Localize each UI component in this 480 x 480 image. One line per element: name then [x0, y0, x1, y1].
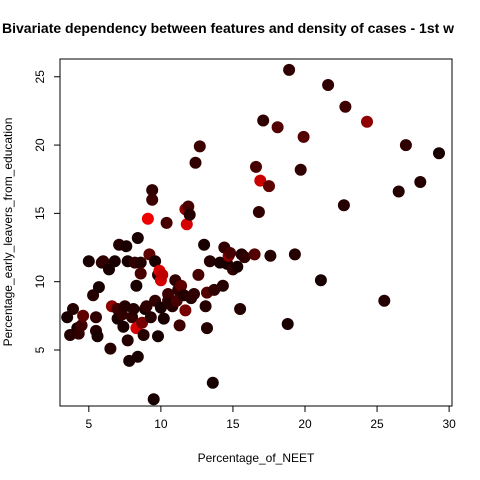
plot-frame	[59, 58, 453, 407]
data-point	[216, 279, 229, 292]
data-point	[144, 311, 157, 324]
y-tick-label: 5	[33, 346, 47, 353]
data-point	[271, 121, 284, 134]
data-point	[90, 311, 102, 324]
data-point	[203, 255, 216, 268]
y-tick-label: 20	[33, 138, 47, 152]
x-axis-label: Percentage_of_NEET	[198, 451, 315, 465]
x-tick-label: 5	[85, 417, 92, 431]
x-axis: 5 10 15 20 25 30	[85, 405, 456, 431]
data-point	[131, 350, 144, 363]
data-point	[152, 330, 164, 343]
chart-title: Bivariate dependency between features an…	[2, 20, 455, 36]
data-point	[149, 255, 162, 268]
data-point	[314, 274, 327, 287]
data-point	[201, 322, 213, 335]
data-point	[157, 312, 170, 325]
data-point	[238, 251, 251, 264]
data-point	[137, 329, 150, 341]
data-point	[117, 320, 130, 333]
data-point	[108, 255, 121, 268]
data-point	[263, 180, 275, 193]
data-point	[127, 303, 140, 315]
data-point	[134, 256, 147, 269]
data-point	[339, 100, 352, 113]
data-point	[193, 140, 206, 153]
y-axis: 5 10 15 20 25	[33, 70, 61, 353]
points-layer	[61, 63, 445, 406]
data-point	[283, 63, 296, 76]
data-point	[82, 255, 95, 268]
x-tick-label: 15	[226, 417, 240, 431]
data-point	[433, 147, 445, 160]
data-point	[392, 185, 405, 198]
data-point	[162, 288, 175, 300]
data-point	[130, 279, 143, 292]
data-point	[134, 267, 147, 280]
y-tick-label: 25	[33, 70, 47, 84]
data-point	[337, 199, 350, 212]
data-point	[180, 218, 193, 231]
x-tick-label: 25	[370, 417, 384, 431]
x-tick-label: 10	[154, 417, 168, 431]
data-point	[173, 319, 186, 332]
data-point	[121, 334, 134, 347]
data-point	[234, 303, 247, 315]
data-point	[288, 248, 301, 261]
data-point	[399, 139, 412, 152]
data-point	[77, 309, 90, 322]
data-point	[414, 176, 427, 188]
data-point	[75, 319, 88, 332]
x-tick-label: 30	[442, 417, 456, 431]
data-point	[297, 130, 310, 143]
data-point	[160, 216, 173, 229]
data-point	[361, 115, 373, 128]
data-point	[252, 206, 265, 218]
y-tick-label: 10	[33, 275, 47, 289]
data-point	[206, 376, 219, 389]
data-point	[179, 304, 192, 317]
data-point	[175, 279, 188, 292]
x-tick-label: 20	[298, 417, 312, 431]
data-point	[147, 393, 160, 406]
data-point	[224, 247, 237, 259]
data-point	[91, 330, 104, 343]
data-point	[131, 232, 144, 244]
data-point	[264, 249, 277, 262]
data-point	[140, 300, 153, 313]
data-point	[254, 174, 267, 187]
data-point	[189, 156, 202, 169]
data-point	[198, 238, 211, 251]
data-point	[192, 268, 205, 281]
data-point	[378, 294, 391, 307]
data-point	[231, 260, 244, 273]
data-point	[146, 184, 159, 197]
data-point	[257, 114, 270, 127]
y-axis-label: Percentage_early_leavers_from_education	[1, 118, 15, 347]
data-point	[250, 160, 262, 173]
data-point	[248, 248, 261, 261]
data-point	[146, 193, 159, 206]
data-point	[120, 240, 133, 253]
data-point	[141, 212, 154, 225]
data-point	[322, 79, 335, 91]
data-point	[104, 342, 117, 355]
data-point	[67, 303, 79, 315]
data-point	[156, 268, 169, 281]
data-point	[136, 316, 149, 329]
data-point	[92, 281, 105, 294]
data-point	[281, 318, 294, 330]
y-tick-label: 15	[33, 206, 47, 220]
data-point	[294, 163, 307, 176]
data-point	[188, 288, 200, 300]
data-point	[183, 208, 196, 221]
data-point	[199, 300, 212, 313]
